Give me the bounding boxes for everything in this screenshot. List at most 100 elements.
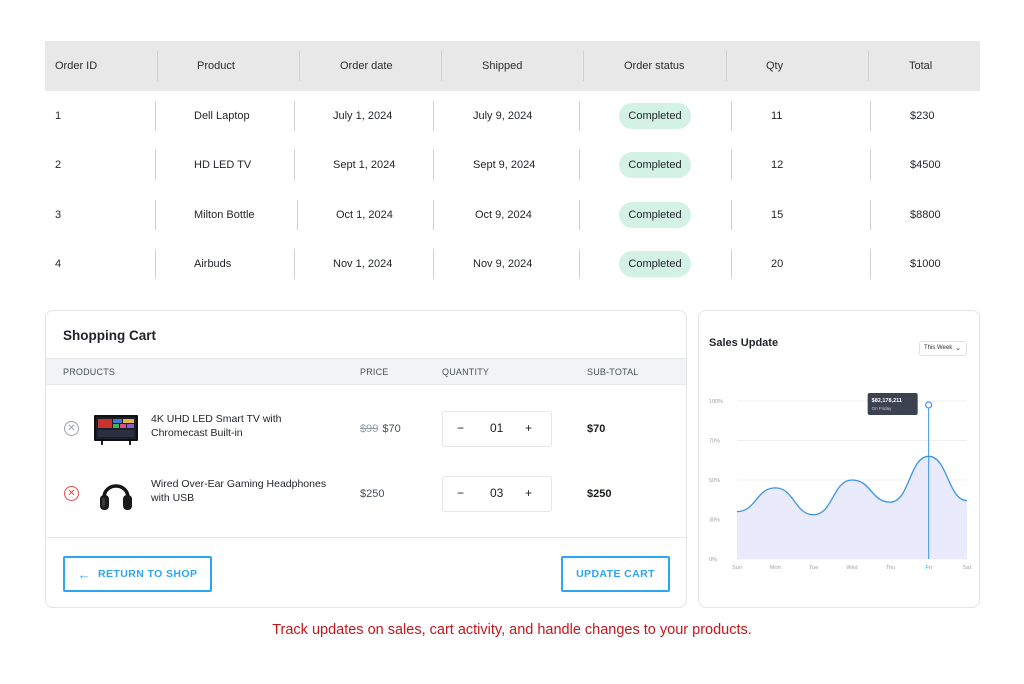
tv-thumbnail-icon (94, 415, 138, 445)
column-divider (297, 199, 298, 230)
shopping-cart-card: Shopping Cart PRODUCTS PRICE QUANTITY SU… (45, 310, 687, 608)
tooltip-value: $82,178,211 (872, 398, 902, 404)
chevron-down-icon: ⌄ (955, 345, 961, 352)
remove-item-icon[interactable]: ✕ (64, 486, 79, 501)
old-price: $99 (360, 423, 379, 435)
shipped-date-cell: Sept 9, 2024 (473, 159, 536, 172)
x-tick-label: Fri (925, 565, 931, 571)
col-header-product[interactable]: Product (197, 60, 235, 72)
y-tick-label: 30% (709, 518, 720, 524)
decrement-button[interactable]: − (457, 421, 465, 435)
qty-cell: 12 (771, 159, 784, 172)
column-divider (433, 249, 434, 280)
shipped-date-cell: Oct 9, 2024 (475, 208, 532, 221)
cart-item-name[interactable]: Wired Over-Ear Gaming Headphones with US… (151, 478, 327, 504)
y-tick-label: 0% (709, 557, 717, 563)
col-header-order-status[interactable]: Order status (624, 60, 685, 72)
col-header-products: PRODUCTS (63, 367, 116, 377)
order-id-cell: 4 (55, 258, 62, 271)
column-divider (726, 51, 727, 81)
column-divider (731, 249, 732, 280)
column-divider (441, 51, 442, 81)
status-badge: Completed (619, 102, 691, 129)
col-header-order-date[interactable]: Order date (340, 60, 393, 72)
column-divider (870, 100, 871, 131)
column-divider (155, 199, 156, 230)
highlight-point (925, 401, 933, 409)
sales-area-chart: 100% 70% 50% 30% 0% Sun Mon Tue Wed Thu Fri Sat $82,… (709, 393, 972, 571)
order-id-cell: 2 (55, 159, 62, 172)
x-tick-label: Wed (846, 565, 857, 571)
decrement-button[interactable]: − (457, 486, 465, 500)
column-divider (731, 199, 732, 230)
column-divider (433, 100, 434, 131)
period-select-value: This Week (924, 345, 953, 351)
total-cell: $4500 (910, 159, 941, 172)
current-price: $250 (360, 488, 385, 500)
column-divider (433, 150, 434, 181)
order-date-cell: July 1, 2024 (333, 109, 393, 122)
order-date-cell: Sept 1, 2024 (333, 159, 396, 172)
tooltip-sub: On Friday (872, 406, 893, 411)
quantity-value[interactable]: 01 (490, 421, 504, 435)
col-header-qty[interactable]: Qty (766, 60, 784, 72)
column-divider (583, 51, 584, 81)
column-divider (579, 100, 580, 131)
cart-item-subtotal: $250 (587, 488, 612, 500)
qty-cell: 15 (771, 208, 784, 221)
cart-item-name[interactable]: 4K UHD LED Smart TV with Chromecast Buil… (151, 413, 282, 439)
return-to-shop-label: RETURN TO SHOP (98, 568, 198, 580)
x-tick-label: Sat (963, 565, 972, 571)
product-cell: Milton Bottle (194, 208, 255, 221)
table-row[interactable]: 1 Dell Laptop July 1, 2024 July 9, 2024 … (45, 91, 980, 141)
column-divider (155, 150, 156, 181)
update-cart-button[interactable]: UPDATE CART (561, 556, 670, 592)
column-divider (155, 249, 156, 280)
current-price: $70 (382, 423, 401, 435)
status-badge: Completed (619, 152, 691, 179)
x-tick-label: Tue (809, 565, 818, 571)
y-tick-label: 50% (709, 478, 720, 484)
column-divider (868, 51, 869, 81)
remove-item-icon[interactable]: ✕ (64, 421, 79, 436)
table-row[interactable]: 4 Airbuds Nov 1, 2024 Nov 9, 2024 Comple… (45, 240, 980, 290)
col-header-order-id[interactable]: Order ID (55, 60, 98, 72)
product-cell: Dell Laptop (194, 109, 250, 122)
column-divider (870, 249, 871, 280)
period-select[interactable]: This Week ⌄ (919, 341, 967, 356)
divider (46, 537, 686, 538)
product-cell: Airbuds (194, 258, 232, 271)
column-divider (294, 150, 295, 181)
y-tick-label: 100% (709, 399, 723, 405)
table-row[interactable]: 2 HD LED TV Sept 1, 2024 Sept 9, 2024 Co… (45, 141, 980, 191)
orders-table-header: Order ID Product Order date Shipped Orde… (45, 41, 980, 91)
col-header-total[interactable]: Total (909, 60, 933, 72)
qty-cell: 20 (771, 258, 784, 271)
increment-button[interactable]: + (525, 421, 533, 435)
cart-item: ✕ 4K UHD LED Smart TV with Chromecast Bu… (46, 399, 686, 459)
product-cell: HD LED TV (194, 159, 252, 172)
table-row[interactable]: 3 Milton Bottle Oct 1, 2024 Oct 9, 2024 … (45, 190, 980, 240)
column-divider (294, 249, 295, 280)
headphones-thumbnail-icon (100, 484, 132, 510)
increment-button[interactable]: + (525, 486, 533, 500)
col-header-quantity: QUANTITY (442, 367, 490, 377)
sales-title: Sales Update (709, 337, 779, 349)
order-id-cell: 1 (55, 109, 62, 122)
column-divider (731, 150, 732, 181)
column-divider (157, 51, 158, 81)
cart-item-price: $99 $70 (360, 423, 401, 435)
update-cart-label: UPDATE CART (576, 568, 655, 580)
column-divider (579, 249, 580, 280)
return-to-shop-button[interactable]: ← RETURN TO SHOP (63, 556, 212, 592)
x-tick-label: Thu (886, 565, 895, 571)
cart-item: ✕ Wired Over-Ear Gaming Headphones with … (46, 464, 686, 524)
status-badge: Completed (619, 251, 691, 278)
column-divider (433, 199, 434, 230)
total-cell: $8800 (910, 208, 941, 221)
quantity-value[interactable]: 03 (490, 486, 504, 500)
status-badge: Completed (619, 201, 691, 228)
cart-column-header: PRODUCTS PRICE QUANTITY SUB-TOTAL (46, 358, 686, 385)
col-header-shipped[interactable]: Shipped (482, 60, 523, 72)
area-fill (737, 456, 967, 559)
